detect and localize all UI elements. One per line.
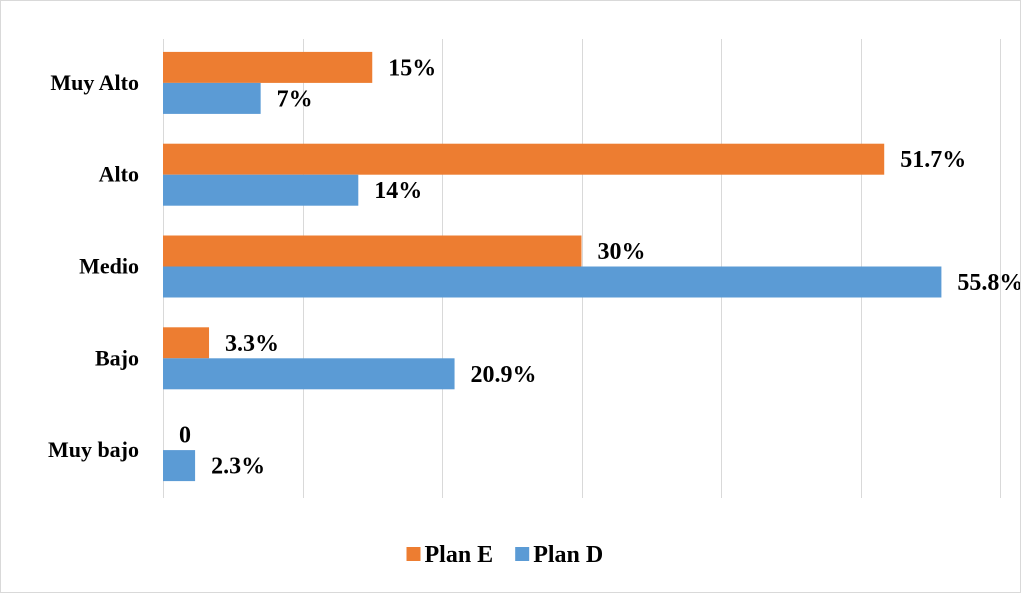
bar-plan-e-muy-alto[interactable] — [163, 51, 373, 83]
data-label-plan-e-medio: 30% — [598, 239, 646, 265]
data-label-plan-e-muy-bajo: 0 — [179, 423, 191, 449]
category-label-medio: Medio — [79, 254, 139, 279]
legend-swatch-plan-e — [406, 547, 421, 561]
bar-plan-e-alto[interactable] — [163, 143, 885, 175]
legend-label-plan-e: Plan E — [425, 542, 494, 568]
data-label-plan-d-muy-alto: 7% — [277, 86, 313, 112]
data-label-plan-e-muy-alto: 15% — [388, 55, 436, 81]
bar-plan-d-bajo[interactable] — [163, 358, 455, 390]
bar-plan-e-medio[interactable] — [163, 235, 582, 267]
category-label-muy-alto: Muy Alto — [50, 70, 139, 95]
category-label-bajo: Bajo — [95, 345, 139, 370]
category-label-alto: Alto — [99, 162, 139, 187]
bar-plan-e-bajo[interactable] — [163, 327, 210, 359]
data-label-plan-d-alto: 14% — [374, 178, 422, 204]
bar-plan-d-muy-alto[interactable] — [163, 82, 261, 114]
category-label-muy-bajo: Muy bajo — [48, 437, 139, 462]
bar-plan-d-alto[interactable] — [163, 174, 359, 206]
data-label-plan-e-alto: 51.7% — [900, 147, 966, 173]
legend-swatch-plan-d — [515, 547, 530, 561]
legend-label-plan-d: Plan D — [533, 542, 603, 568]
data-label-plan-d-muy-bajo: 2.3% — [211, 454, 265, 480]
bar-plan-d-medio[interactable] — [163, 266, 942, 298]
data-label-plan-e-bajo: 3.3% — [225, 331, 279, 357]
data-label-plan-d-medio: 55.8% — [957, 270, 1020, 296]
data-label-plan-d-bajo: 20.9% — [471, 362, 537, 388]
bar-plan-d-muy-bajo[interactable] — [163, 450, 196, 482]
